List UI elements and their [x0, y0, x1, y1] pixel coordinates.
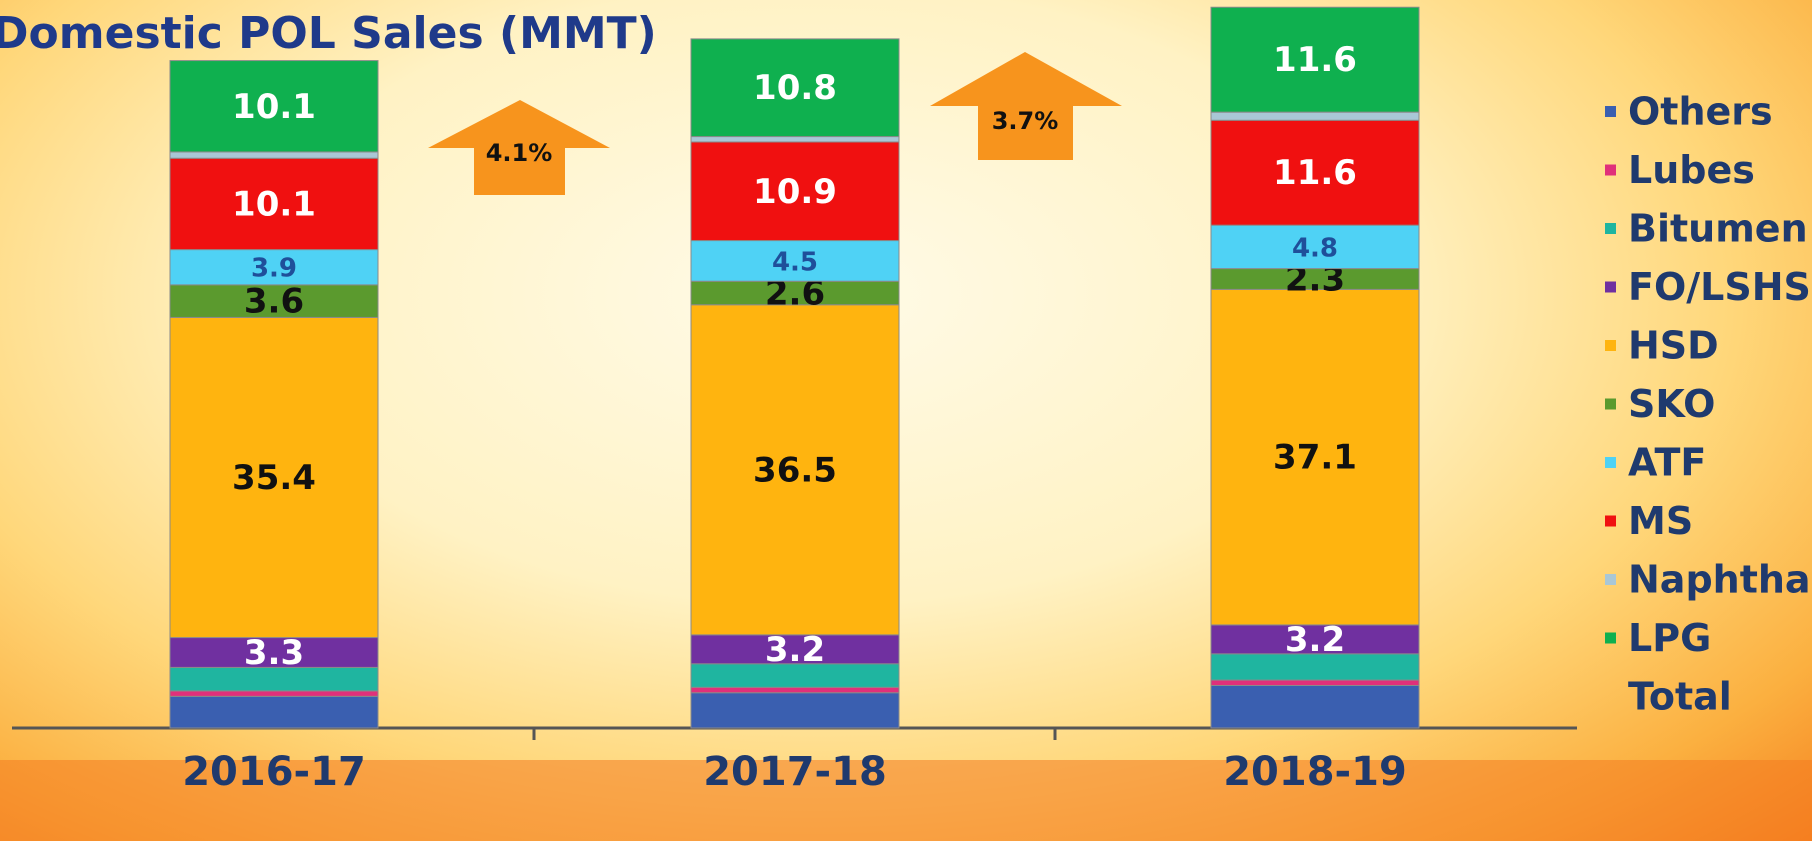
chart-title: Domestic POL Sales (MMT)	[0, 8, 657, 59]
bar-segment	[690, 634, 900, 665]
bar-segment	[690, 240, 900, 282]
bar-segment	[690, 136, 900, 143]
annotation: 3.7%	[992, 107, 1059, 135]
bar-segment	[690, 686, 900, 694]
bar-segment	[690, 38, 900, 138]
legend-swatch	[1605, 574, 1616, 585]
data-label: 10.8	[753, 68, 837, 108]
growth-arrow	[930, 52, 1122, 160]
bar-segment	[1210, 624, 1420, 655]
bar-segment	[1210, 288, 1420, 626]
data-label: 37.1	[1273, 438, 1357, 478]
legend-label: Others	[1628, 90, 1773, 134]
bar-segment	[169, 249, 379, 286]
data-label: 3.6	[244, 282, 304, 322]
growth-arrow	[428, 100, 610, 195]
legend-swatch	[1605, 632, 1616, 644]
x-tick-label: 2017-18	[703, 749, 887, 795]
legend-swatch	[1605, 515, 1616, 527]
data-label: 10.1	[232, 184, 316, 224]
x-tick-label: 2018-19	[1223, 749, 1407, 795]
legend-label: HSD	[1628, 324, 1719, 368]
data-label: 36.5	[753, 450, 837, 490]
data-label: 4.5	[772, 247, 818, 277]
bar-segment	[169, 151, 379, 159]
bar-segment	[169, 695, 379, 729]
legend-label: Lubes	[1628, 148, 1755, 192]
bar-segment	[1210, 6, 1420, 113]
legend-label: ATF	[1628, 441, 1706, 485]
bar-segment	[169, 284, 379, 318]
legend-swatch	[1605, 457, 1616, 468]
legend-label: Total	[1628, 675, 1732, 719]
bar-segment	[1210, 224, 1420, 270]
data-label: 10.9	[753, 172, 837, 212]
legend-label: MS	[1628, 499, 1693, 543]
bar-segment	[169, 60, 379, 153]
bar-segment	[169, 316, 379, 639]
legend-label: Naphtha	[1628, 558, 1811, 602]
bar-segment	[690, 692, 900, 729]
bar-segment	[1210, 684, 1420, 729]
data-label: 3.2	[765, 630, 825, 670]
legend-swatch	[1605, 398, 1616, 410]
legend-swatch	[1605, 340, 1616, 351]
bar-segment	[1210, 111, 1420, 121]
x-tick-label: 2016-17	[182, 749, 366, 795]
data-label: 35.4	[232, 458, 316, 498]
legend-label: FO/LSHS	[1628, 265, 1811, 309]
legend-label: Bitumen	[1628, 207, 1808, 251]
legend-swatch	[1605, 281, 1616, 293]
bar-segment	[1210, 679, 1420, 686]
data-label: 3.9	[251, 254, 297, 284]
bar-segment	[1210, 119, 1420, 226]
data-label: 11.6	[1273, 40, 1357, 80]
ground-band	[0, 760, 1812, 841]
bar-segment	[690, 141, 900, 242]
legend-label: LPG	[1628, 616, 1711, 660]
data-label: 10.1	[232, 87, 316, 127]
bar-segment	[690, 304, 900, 636]
legend-swatch	[1605, 106, 1616, 117]
bar-segment	[169, 157, 379, 251]
bar-segment	[1210, 653, 1420, 681]
data-label: 11.6	[1273, 153, 1357, 193]
legend-swatch	[1605, 223, 1616, 234]
data-label: 3.2	[1285, 620, 1345, 660]
data-label: 4.8	[1292, 233, 1338, 263]
legend-swatch	[1605, 164, 1616, 176]
bar-segment	[169, 690, 379, 697]
data-label: 3.3	[244, 633, 304, 673]
annotation: 4.1%	[486, 139, 553, 167]
legend-label: SKO	[1628, 382, 1715, 426]
